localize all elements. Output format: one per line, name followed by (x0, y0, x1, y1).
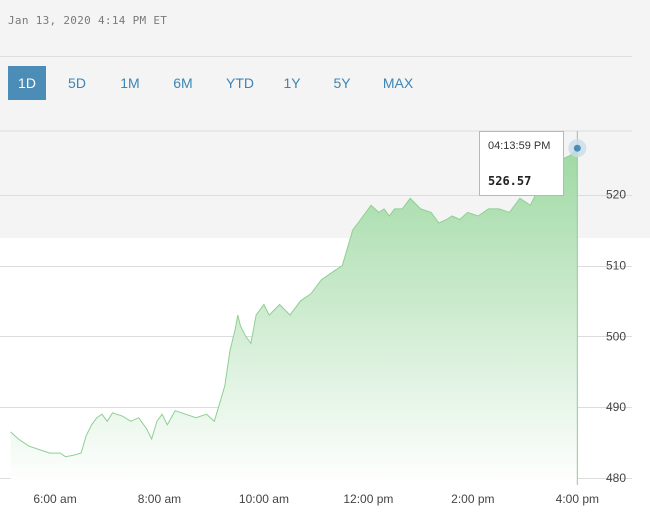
tab-5y[interactable]: 5Y (333, 75, 351, 91)
price-line (10, 147, 578, 458)
x-tick-label: 2:00 pm (451, 492, 494, 506)
price-area (10, 148, 578, 485)
tab-1y[interactable]: 1Y (283, 75, 301, 91)
hover-point[interactable] (573, 144, 581, 152)
quote-timestamp: Jan 13, 2020 4:14 PM ET (8, 14, 168, 27)
tab-5d[interactable]: 5D (68, 75, 86, 91)
tooltip-time: 04:13:59 PM (488, 140, 551, 152)
tab-1d[interactable]: 1D (8, 66, 46, 100)
y-tick-label: 500 (606, 329, 626, 343)
y-tick-label: 480 (606, 471, 626, 485)
x-tick-label: 12:00 pm (343, 492, 393, 506)
tab-ytd[interactable]: YTD (226, 75, 254, 91)
y-tick-label: 490 (606, 400, 626, 414)
x-tick-label: 8:00 am (138, 492, 181, 506)
range-tabs: 1D 5D 1M 6M YTD 1Y 5Y MAX (8, 66, 430, 100)
tooltip-value: 526.57 (488, 174, 532, 188)
header-divider (0, 56, 632, 57)
tab-1m[interactable]: 1M (120, 75, 140, 91)
y-tick-label: 510 (606, 259, 626, 273)
x-tick-label: 10:00 am (239, 492, 289, 506)
x-tick-label: 6:00 am (33, 492, 76, 506)
tab-6m[interactable]: 6M (173, 75, 193, 91)
tab-max[interactable]: MAX (382, 75, 414, 91)
y-tick-label: 520 (606, 188, 626, 202)
price-tooltip: 04:13:59 PM 526.57 (479, 131, 564, 196)
x-tick-label: 4:00 pm (556, 492, 599, 506)
